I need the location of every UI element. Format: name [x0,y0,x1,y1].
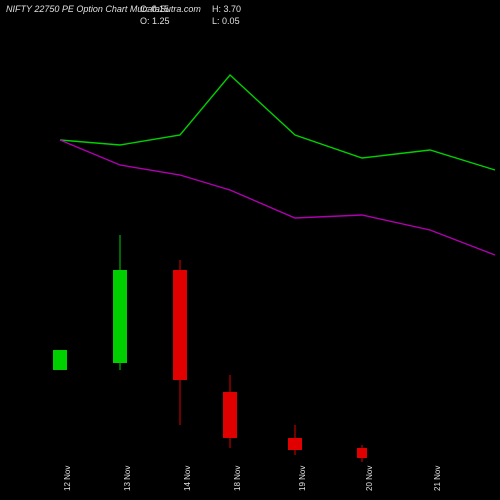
x-tick-label: 13 Nov [123,466,132,491]
line-lower [60,140,495,255]
ohlc-readout: C: 0.15 O: 1.25 H: 3.70 L: 0.05 [140,4,281,27]
x-tick-label: 21 Nov [433,466,442,491]
candle-body [53,350,67,370]
candle-body [113,270,127,363]
close-value: C: 0.15 [140,4,170,16]
x-tick-label: 18 Nov [233,466,242,491]
chart-svg [0,30,500,470]
high-value: H: 3.70 [212,4,241,16]
candle-body [223,392,237,438]
chart-canvas [0,30,500,470]
line-upper [60,75,495,170]
open-value: O: 1.25 [140,16,170,28]
x-tick-label: 19 Nov [298,466,307,491]
candle-body [173,270,187,380]
low-value: L: 0.05 [212,16,241,28]
x-tick-label: 14 Nov [183,466,192,491]
x-axis-labels: 12 Nov 13 Nov 14 Nov 18 Nov 19 Nov 20 Nov 21 N… [0,442,500,492]
x-tick-label: 20 Nov [365,466,374,491]
x-tick-label: 12 Nov [63,466,72,491]
